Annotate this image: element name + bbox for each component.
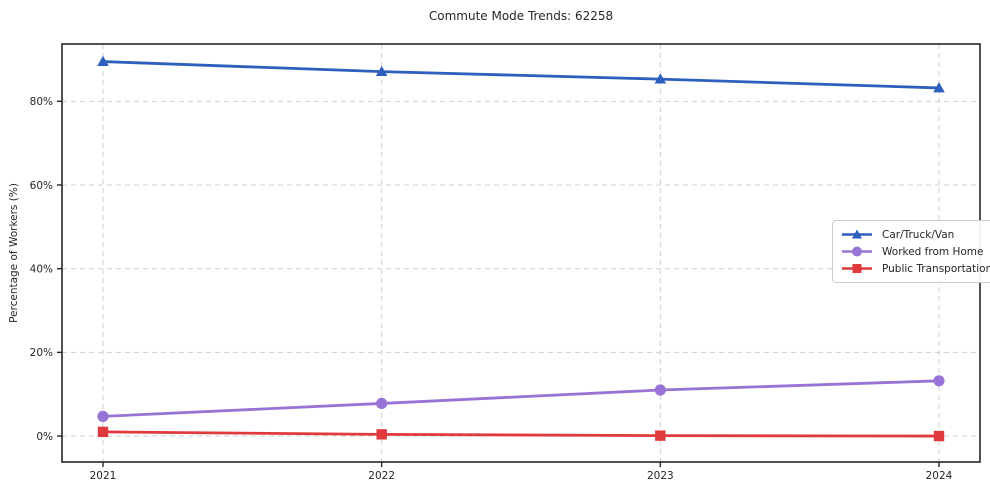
legend-label-car-truck-van: Car/Truck/Van <box>882 228 955 241</box>
marker-public-transportation <box>933 430 945 442</box>
chart-title: Commute Mode Trends: 62258 <box>428 9 614 23</box>
legend-label-worked-from-home: Worked from Home <box>882 245 984 258</box>
y-tick-label: 60% <box>30 180 53 192</box>
legend-item-worked-from-home: Worked from Home <box>841 243 990 260</box>
y-tick-label: 0% <box>36 431 53 443</box>
marker-worked-from-home <box>933 375 945 387</box>
x-tick-label: 2021 <box>90 470 117 482</box>
marker-car-truck-van <box>97 55 109 66</box>
legend-label-public-transportation: Public Transportation <box>882 262 990 275</box>
x-tick-label: 2024 <box>926 470 953 482</box>
line-worked-from-home <box>101 379 941 418</box>
legend-triangle-swatch <box>842 229 872 239</box>
legend-item-public-transportation: Public Transportation <box>841 260 990 277</box>
y-tick-label: 20% <box>30 347 53 359</box>
legend-circle-swatch <box>842 246 872 257</box>
legend-item-car-truck-van: Car/Truck/Van <box>841 226 990 243</box>
y-axis-label: Percentage of Workers (%) <box>8 183 20 323</box>
legend: Car/Truck/Van Worked from Home Public Tran… <box>832 220 990 283</box>
line-car-truck-van <box>101 60 941 90</box>
marker-worked-from-home <box>654 384 666 396</box>
marker-car-truck-van <box>375 65 388 77</box>
marker-public-transportation <box>655 430 666 441</box>
line-public-transportation <box>101 430 941 438</box>
marker-worked-from-home <box>97 410 109 422</box>
x-tick-label: 2023 <box>647 470 674 482</box>
marker-car-truck-van <box>933 82 945 93</box>
marker-public-transportation <box>97 426 109 438</box>
x-tick-label: 2022 <box>368 470 395 482</box>
y-tick-label: 80% <box>30 96 53 108</box>
marker-public-transportation <box>376 429 387 440</box>
legend-square-swatch <box>842 264 872 273</box>
y-tick-label: 40% <box>30 263 53 275</box>
marker-worked-from-home <box>376 397 388 410</box>
marker-car-truck-van <box>654 73 667 84</box>
